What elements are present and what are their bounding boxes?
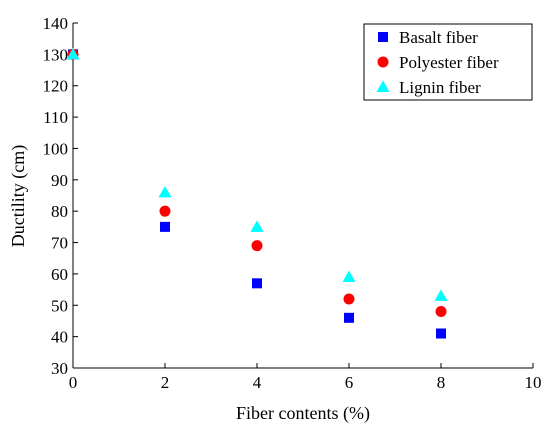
y-tick-label: 120: [43, 77, 69, 96]
polyester-fiber-point: [159, 205, 171, 217]
basalt-fiber-point: [160, 221, 170, 232]
legend-marker-basalt-fiber: [378, 32, 388, 42]
data-markers: [66, 47, 448, 339]
legend: Basalt fiber Polyester fiber Lignin fiber: [363, 23, 533, 101]
x-tick-label: 8: [437, 373, 446, 392]
x-tick-label: 10: [525, 373, 542, 392]
y-axis: 30 40 50 60 70 80 90 100 110 120 130 140: [43, 14, 78, 378]
y-tick-label: 100: [43, 139, 69, 158]
basalt-fiber-point: [436, 328, 446, 339]
x-tick-label: 4: [253, 373, 262, 392]
y-tick-label: 40: [51, 328, 68, 347]
legend-label-polyester-fiber: Polyester fiber: [399, 53, 499, 72]
y-tick-label: 110: [43, 108, 68, 127]
y-tick-label: 130: [43, 45, 69, 64]
y-tick-label: 70: [51, 234, 68, 253]
lignin-fiber-point: [66, 47, 80, 60]
y-tick-label: 90: [51, 171, 68, 190]
y-tick-label: 140: [43, 14, 69, 33]
plot-area: [72, 23, 533, 369]
y-tick-label: 50: [51, 296, 68, 315]
polyester-fiber-point: [435, 306, 447, 318]
y-tick-label: 80: [51, 202, 68, 221]
x-axis-title: Fiber contents (%): [236, 403, 370, 424]
lignin-fiber-point: [342, 270, 356, 283]
y-tick-label: 60: [51, 265, 68, 284]
basalt-fiber-point: [252, 278, 262, 289]
legend-marker-polyester-fiber: [377, 56, 389, 68]
x-axis: 0 2 4 6 8 10: [69, 363, 542, 392]
polyester-fiber-point: [343, 293, 355, 305]
y-tick-label: 30: [51, 359, 68, 378]
x-tick-label: 6: [345, 373, 354, 392]
legend-label-basalt-fiber: Basalt fiber: [399, 28, 478, 47]
polyester-fiber-point: [251, 240, 263, 252]
lignin-fiber-point: [158, 185, 172, 198]
legend-marker-lignin-fiber: [376, 80, 390, 92]
lignin-fiber-point: [434, 289, 448, 301]
x-tick-label: 2: [161, 373, 170, 392]
y-axis-title: Ductility (cm): [8, 145, 29, 247]
legend-box: [363, 23, 533, 101]
x-tick-label: 0: [69, 373, 78, 392]
basalt-fiber-point: [344, 312, 354, 323]
lignin-fiber-point: [250, 220, 264, 232]
legend-label-lignin-fiber: Lignin fiber: [399, 78, 481, 97]
